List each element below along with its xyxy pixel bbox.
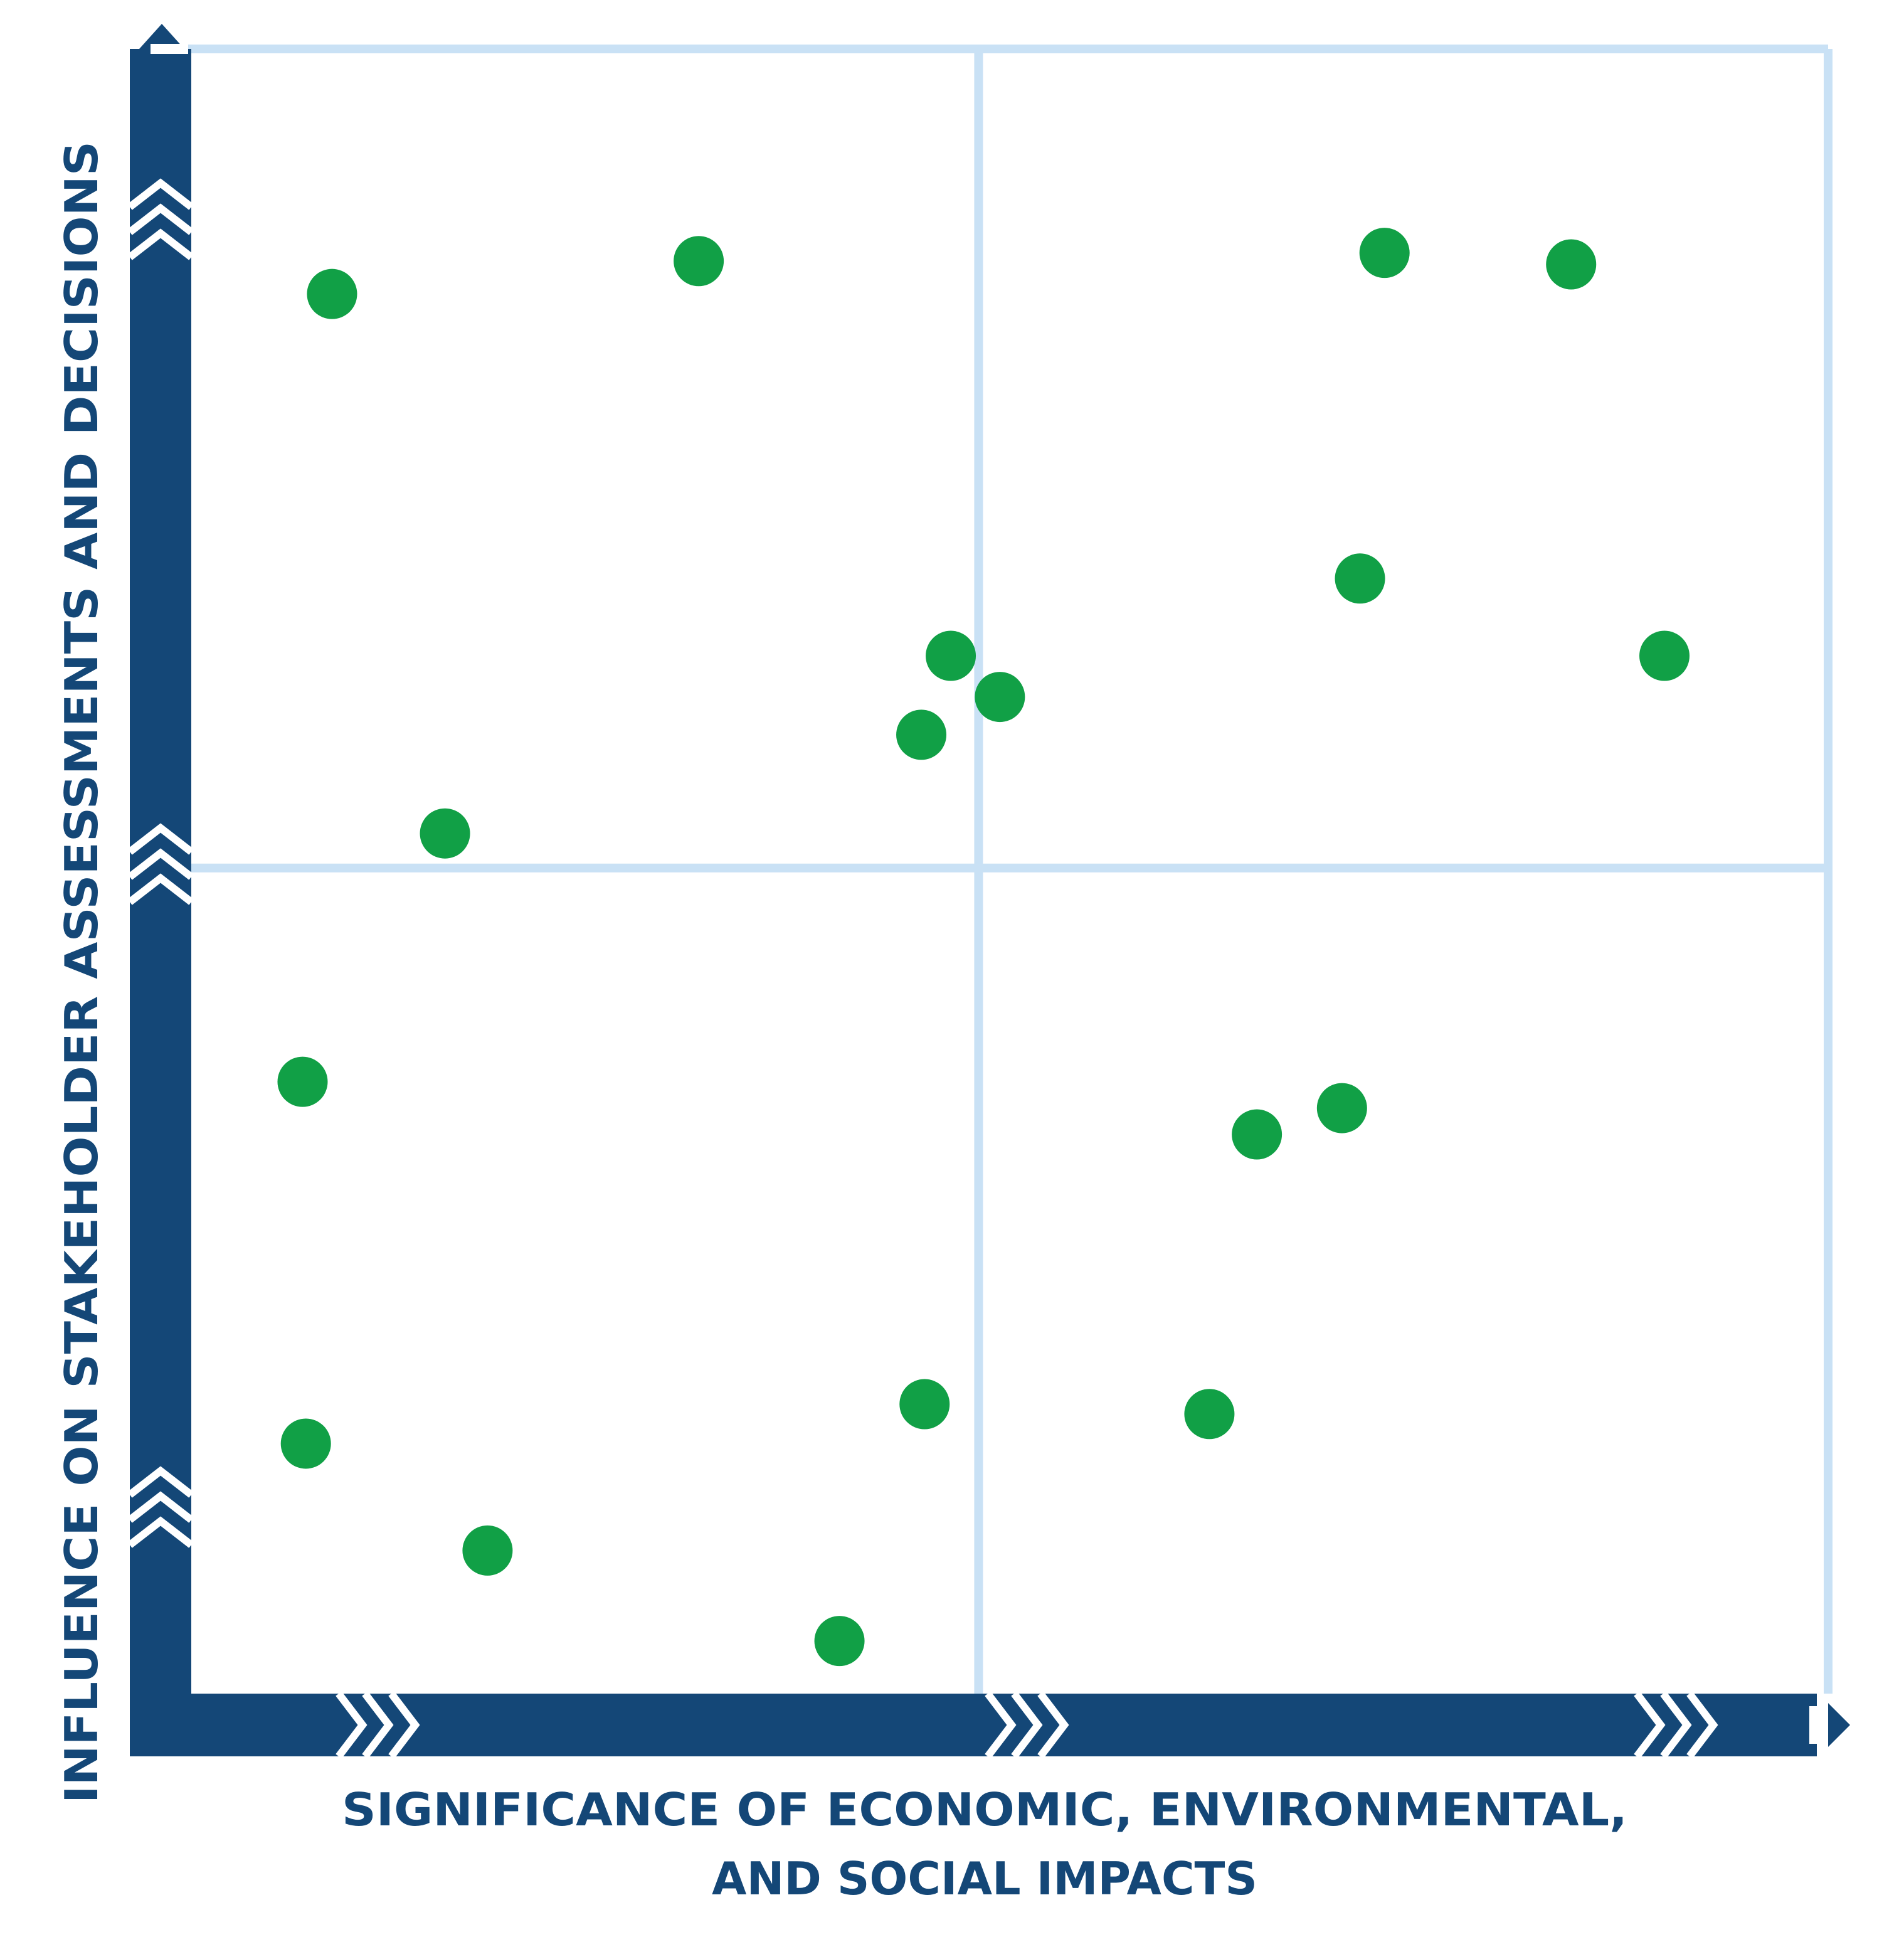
- y-chevron-bottom-2: [127, 1491, 194, 1523]
- data-point-7: [926, 630, 976, 681]
- y-chevron-middle-3: [127, 873, 194, 905]
- x-chevron-left-2: [362, 1691, 394, 1759]
- x-chevron-right-3: [1686, 1691, 1718, 1759]
- x-chevron-right-2: [1660, 1691, 1692, 1759]
- y-chevron-top-3: [127, 228, 194, 260]
- data-point-12: [1316, 1083, 1367, 1133]
- data-point-16: [280, 1418, 331, 1469]
- y-chevron-middle-1: [127, 823, 194, 855]
- data-point-3: [1359, 228, 1410, 279]
- x-chevron-left-1: [336, 1691, 368, 1759]
- y-chevron-middle-2: [127, 848, 194, 880]
- data-point-6: [1639, 630, 1690, 681]
- data-point-4: [1546, 239, 1597, 290]
- x-axis-arrowhead: [1828, 1703, 1850, 1747]
- y-chevron-bottom-1: [127, 1466, 194, 1498]
- data-point-18: [814, 1616, 865, 1667]
- data-point-10: [420, 808, 470, 859]
- data-point-13: [1232, 1109, 1283, 1160]
- axes: [127, 24, 1850, 1759]
- data-point-17: [462, 1525, 513, 1576]
- x-axis-title-line-1: SIGNIFICANCE OF ECONOMIC, ENVIRONMENTAL,: [342, 1783, 1627, 1836]
- x-chevron-left-3: [388, 1691, 420, 1759]
- y-chevron-top-1: [127, 178, 194, 210]
- y-axis-cap: [151, 44, 188, 54]
- data-point-14: [899, 1379, 950, 1430]
- y-axis-title: INFLUENCE ON STAKEHOLDER ASSESSMENTS AND…: [55, 141, 108, 1803]
- x-chevron-middle-2: [1011, 1691, 1043, 1759]
- data-points: [277, 228, 1690, 1667]
- y-chevron-top-2: [127, 203, 194, 235]
- x-axis-title-line-2: AND SOCIAL IMPACTS: [712, 1852, 1257, 1905]
- x-chevron-middle-3: [1037, 1691, 1069, 1759]
- x-axis-bar: [130, 1694, 1817, 1756]
- y-chevron-bottom-3: [127, 1516, 194, 1548]
- data-point-9: [896, 709, 947, 760]
- data-point-8: [975, 672, 1025, 723]
- x-axis-cap: [1809, 1706, 1819, 1744]
- data-point-5: [1335, 553, 1385, 604]
- data-point-11: [277, 1056, 328, 1107]
- data-point-15: [1184, 1389, 1235, 1440]
- data-point-2: [674, 236, 724, 287]
- data-point-1: [307, 268, 357, 319]
- x-chevron-right-1: [1634, 1691, 1666, 1759]
- x-chevron-middle-1: [985, 1691, 1017, 1759]
- quadrant-grid: [160, 45, 1833, 1694]
- y-axis-arrowhead: [139, 24, 184, 49]
